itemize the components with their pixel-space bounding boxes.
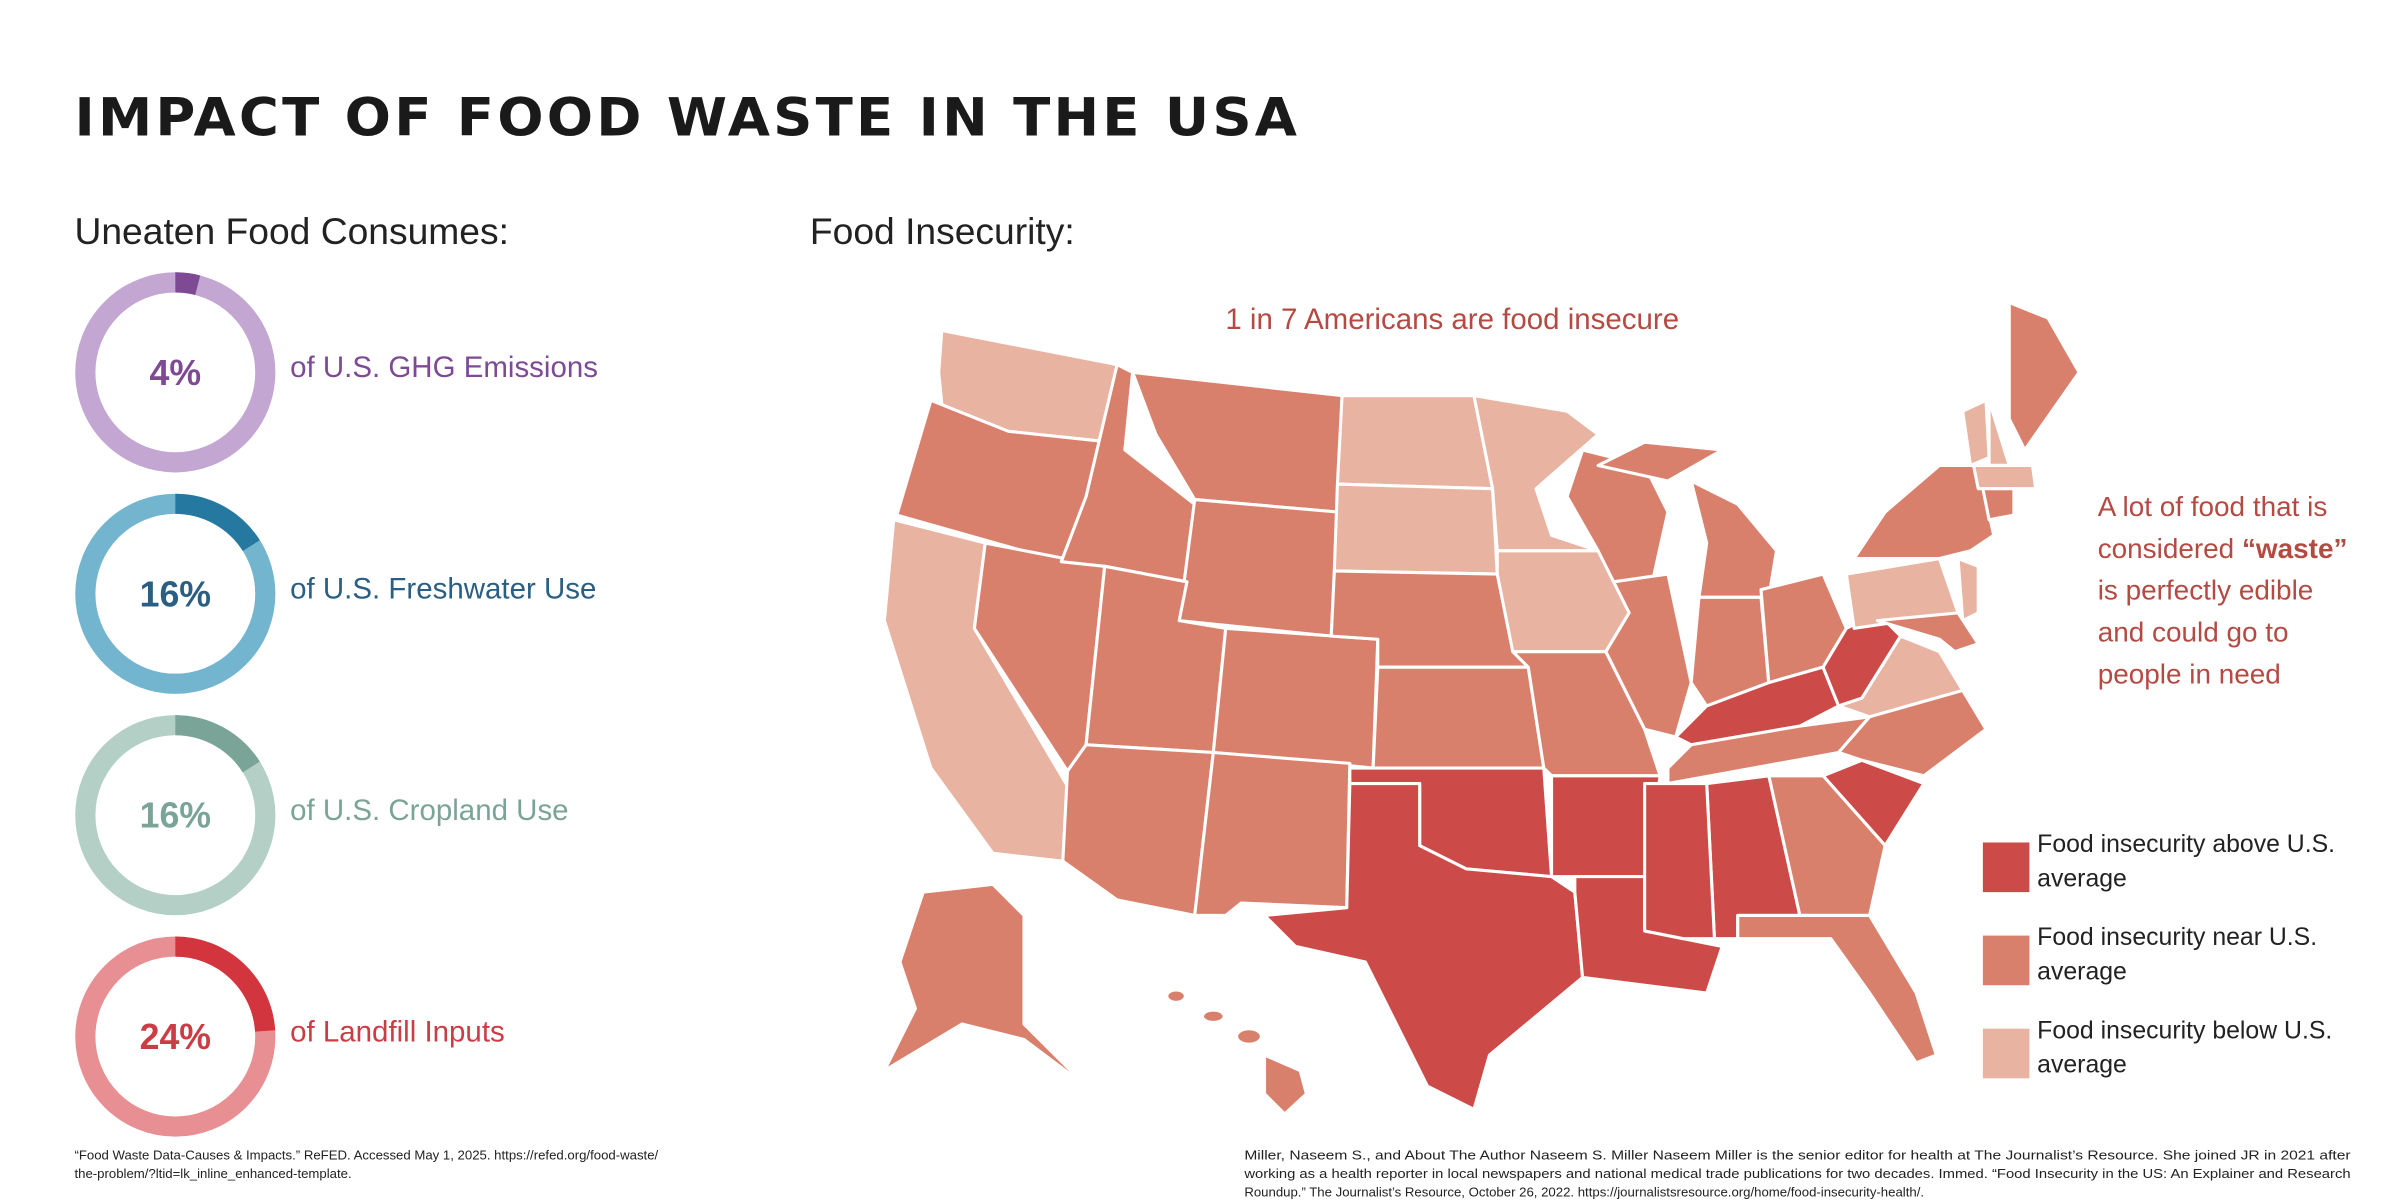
donut-label: of U.S. Cropland Use — [290, 794, 568, 827]
map-subtitle: 1 in 7 Americans are food insecure — [1225, 303, 1679, 336]
sources: “Food Waste Data-Causes & Impacts.” ReFE… — [74, 1147, 2351, 1199]
donut-label: of U.S. GHG Emissions — [290, 351, 598, 384]
state — [1736, 913, 1938, 1065]
section-heading: Food Insecurity: — [810, 210, 1075, 252]
us-map — [882, 301, 2081, 1116]
state — [1371, 665, 1546, 770]
legend-swatch — [1982, 1028, 2030, 1079]
donut-arc — [175, 272, 201, 296]
state — [2007, 301, 2081, 452]
state — [1177, 498, 1339, 638]
callout-line: considered “waste” — [2098, 533, 2348, 564]
source-text: “Food Waste Data-Causes & Impacts.” ReFE… — [74, 1147, 658, 1162]
state — [1335, 394, 1495, 491]
legend-text: average — [2037, 865, 2127, 892]
state — [1211, 626, 1380, 770]
state — [1981, 487, 2016, 522]
donut-charts: 4% of U.S. GHG Emissions 16% of U.S. Freshw… — [75, 272, 598, 1137]
state — [1956, 557, 1980, 623]
donut-arc — [174, 715, 260, 773]
legend-text: Food insecurity near U.S. — [2037, 924, 2317, 951]
donut-arc — [174, 493, 260, 552]
legend-swatch — [1982, 935, 2030, 986]
legend-text: Food insecurity above U.S. — [2037, 831, 2335, 858]
callout-text: A lot of food that is — [2098, 491, 2328, 522]
callout-text: considered — [2098, 533, 2242, 564]
source-text: Roundup.” The Journalist’s Resource, Oct… — [1244, 1185, 1924, 1200]
legend-text: average — [2037, 958, 2127, 985]
state — [1596, 440, 1724, 483]
state — [1987, 398, 2011, 468]
legend-text: average — [2037, 1051, 2127, 1078]
state — [1875, 611, 1980, 654]
legend: Food insecurity above U.S. average Food in… — [1982, 831, 2335, 1079]
donut-value: 4% — [150, 353, 202, 393]
state — [1262, 1053, 1308, 1116]
callout-text: people in need — [2098, 659, 2281, 690]
source-text: Miller, Naseem S., and About The Author … — [1244, 1147, 2351, 1162]
donut-value: 16% — [140, 796, 211, 836]
state — [1472, 394, 1600, 553]
state — [1200, 1008, 1226, 1025]
donut-label: of Landfill Inputs — [290, 1015, 505, 1048]
state — [1262, 781, 1585, 1111]
state — [1689, 479, 1779, 599]
state — [1332, 482, 1499, 576]
state — [882, 882, 1088, 1088]
callout-line: people in need — [2098, 659, 2281, 690]
legend-swatch — [1982, 842, 2030, 893]
state — [1972, 463, 2038, 491]
state — [1852, 463, 1996, 561]
donut-arc — [175, 936, 276, 1032]
callout-text: is perfectly edible — [2098, 575, 2314, 606]
state — [1165, 988, 1187, 1004]
callout-emphasis: “waste” — [2242, 533, 2347, 564]
state — [1643, 781, 1717, 941]
donut-value: 24% — [140, 1017, 211, 1057]
page-title: IMPACT OF FOOD WASTE IN THE USA — [74, 88, 1300, 149]
state — [1193, 750, 1352, 917]
callout-line: and could go to — [2098, 617, 2289, 648]
callout: A lot of food that is considered “waste” i… — [2098, 491, 2348, 690]
source-text: working as a health reporter in local ne… — [1243, 1166, 2350, 1181]
donut-label: of U.S. Freshwater Use — [290, 572, 596, 605]
section-heading: Uneaten Food Consumes: — [74, 210, 508, 252]
legend-text: Food insecurity below U.S. — [2037, 1017, 2332, 1044]
state — [1235, 1027, 1263, 1046]
state — [1961, 398, 1991, 468]
donut-value: 16% — [140, 574, 211, 614]
callout-line: is perfectly edible — [2098, 575, 2314, 606]
callout-line: A lot of food that is — [2098, 491, 2328, 522]
state — [1061, 743, 1215, 917]
source-text: the-problem/?ltid=lk_inline_enhanced-tem… — [74, 1166, 351, 1181]
callout-text: and could go to — [2098, 617, 2289, 648]
state — [1604, 572, 1693, 739]
